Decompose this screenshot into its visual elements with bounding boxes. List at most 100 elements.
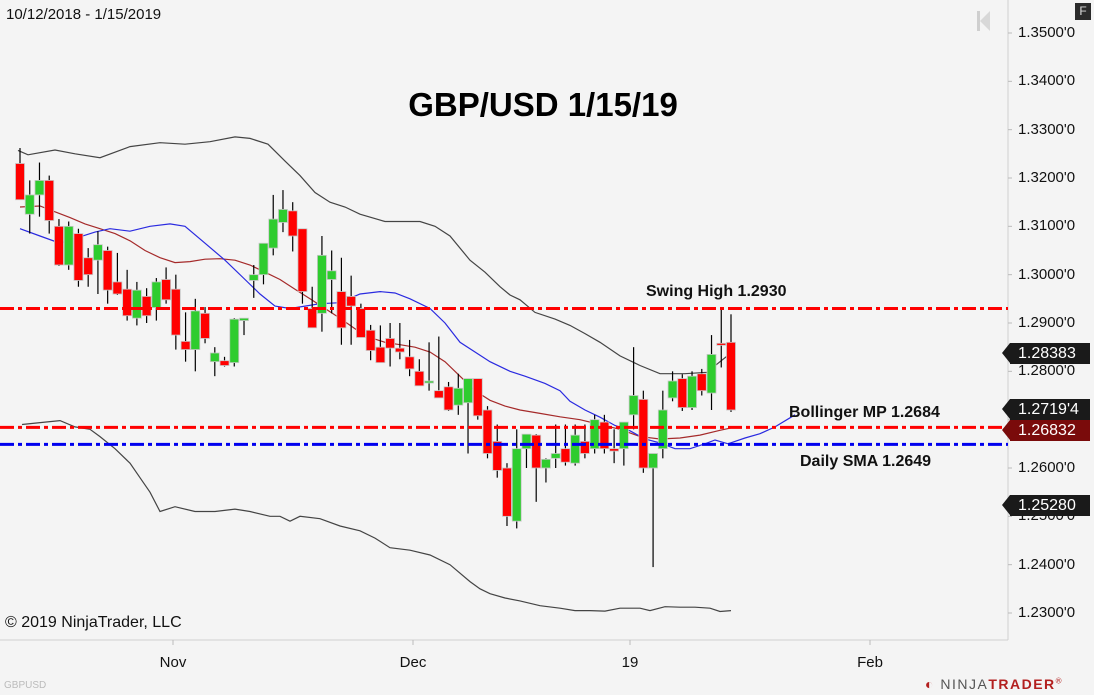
- x-tick-label: Dec: [399, 654, 427, 671]
- bollinger-middle-band: [19, 205, 732, 440]
- candle-up: [326, 270, 337, 280]
- candle-up: [667, 380, 678, 399]
- y-tick-label: 1.3400'0: [1018, 72, 1076, 90]
- y-tick-label: 1.2300'0: [1018, 603, 1076, 621]
- candle-down: [170, 288, 181, 336]
- candle-down: [375, 346, 386, 364]
- candle-down: [394, 347, 405, 353]
- candle-down: [112, 281, 123, 295]
- candle-up: [258, 242, 269, 276]
- candle-down: [443, 386, 454, 411]
- candle-up: [648, 453, 658, 469]
- candle-up: [424, 380, 434, 384]
- candle-down: [580, 441, 590, 454]
- upper-bollinger-band: [17, 136, 732, 375]
- candle-down: [122, 288, 133, 317]
- y-tick-label: 1.2800'0: [1018, 362, 1076, 380]
- candle-down: [44, 180, 55, 221]
- y-tick-label: 1.2400'0: [1018, 555, 1076, 573]
- candle-up: [24, 194, 35, 215]
- candle-down: [307, 308, 318, 329]
- candle-down: [404, 356, 415, 370]
- x-tick-label: Feb: [857, 654, 883, 671]
- daily-sma-label: Daily SMA 1.2649: [800, 453, 932, 470]
- candle-down: [726, 341, 736, 411]
- candle-down: [219, 360, 230, 366]
- candle-up: [63, 225, 74, 266]
- candle-down: [502, 467, 512, 517]
- candle-down: [599, 421, 610, 450]
- candle-down: [287, 210, 298, 237]
- candle-down: [482, 409, 493, 454]
- candle-up: [209, 352, 220, 363]
- candle-down: [297, 228, 308, 292]
- y-tick-label: 1.2900'0: [1018, 313, 1076, 331]
- date-range: 10/12/2018 - 1/15/2019: [6, 6, 162, 23]
- lower-band-price-tag: 1.25280: [1002, 495, 1090, 516]
- candle-up: [628, 395, 639, 416]
- candle-up: [268, 218, 279, 249]
- candle-down: [141, 296, 152, 317]
- candle-up: [511, 448, 522, 522]
- candle-up: [687, 375, 697, 408]
- candle-up: [151, 281, 162, 308]
- sma-price-tag: 1.2719'4: [1002, 399, 1090, 420]
- chart-title: GBP/USD 1/15/19: [408, 86, 678, 123]
- swing-high-label: Swing High 1.2930: [646, 283, 787, 300]
- candle-down: [73, 233, 84, 281]
- candle-down: [433, 390, 444, 399]
- lower-bollinger-band: [21, 419, 732, 613]
- candle-down: [54, 225, 64, 266]
- x-tick-label: 19: [621, 654, 639, 671]
- candle-down: [161, 279, 171, 301]
- candle-up: [453, 387, 464, 406]
- candle-down: [609, 448, 620, 452]
- x-tick-label: Nov: [159, 654, 187, 671]
- candle-down: [531, 434, 542, 469]
- candle-down: [472, 378, 483, 417]
- candle-up: [618, 421, 629, 450]
- bollinger-mp-price-tag: 1.26832: [1002, 420, 1090, 441]
- copyright: © 2019 NinjaTrader, LLC: [5, 614, 182, 631]
- candle-up: [317, 254, 327, 314]
- candle-up: [521, 433, 532, 450]
- ninjatrader-logo[interactable]: ◐ NINJATRADER®: [925, 676, 1064, 692]
- candle-up: [248, 274, 259, 281]
- candle-up: [190, 310, 201, 350]
- candle-down: [385, 338, 396, 349]
- candle-up: [550, 453, 561, 459]
- candle-up: [657, 409, 668, 450]
- bollinger-mp-label: Bollinger MP 1.2684: [789, 404, 940, 421]
- y-tick-label: 1.3100'0: [1018, 217, 1076, 235]
- scroll-to-start-icon[interactable]: [977, 11, 991, 31]
- y-tick-label: 1.3000'0: [1018, 265, 1076, 283]
- f-button[interactable]: F: [1075, 3, 1091, 20]
- y-tick-label: 1.3500'0: [1018, 24, 1076, 41]
- candle-up: [570, 434, 581, 464]
- candle-up: [463, 378, 473, 404]
- candle-down: [638, 398, 649, 469]
- y-tick-label: 1.2600'0: [1018, 458, 1076, 476]
- candle-up: [278, 209, 288, 223]
- candle-down: [365, 329, 376, 351]
- candle-up: [131, 289, 142, 319]
- candle-down: [15, 163, 25, 201]
- candle-down: [83, 257, 94, 276]
- moving-average-line: [19, 223, 796, 450]
- candle-up: [541, 458, 551, 469]
- candle-down: [180, 340, 191, 350]
- candle-down: [346, 296, 357, 307]
- candle-down: [200, 312, 210, 339]
- candle-up: [589, 419, 600, 450]
- y-tick-label: 1.3200'0: [1018, 168, 1076, 186]
- upper-band-price-tag: 1.28383: [1002, 343, 1090, 364]
- candle-down: [102, 250, 113, 291]
- candle-down: [696, 373, 707, 392]
- candle-up: [93, 244, 103, 261]
- symbol-label: GBPUSD: [4, 680, 47, 691]
- candle-up: [34, 180, 45, 196]
- candle-down: [677, 378, 688, 408]
- y-tick-label: 1.3300'0: [1018, 120, 1076, 138]
- logo-mark-icon: ◐: [925, 676, 941, 692]
